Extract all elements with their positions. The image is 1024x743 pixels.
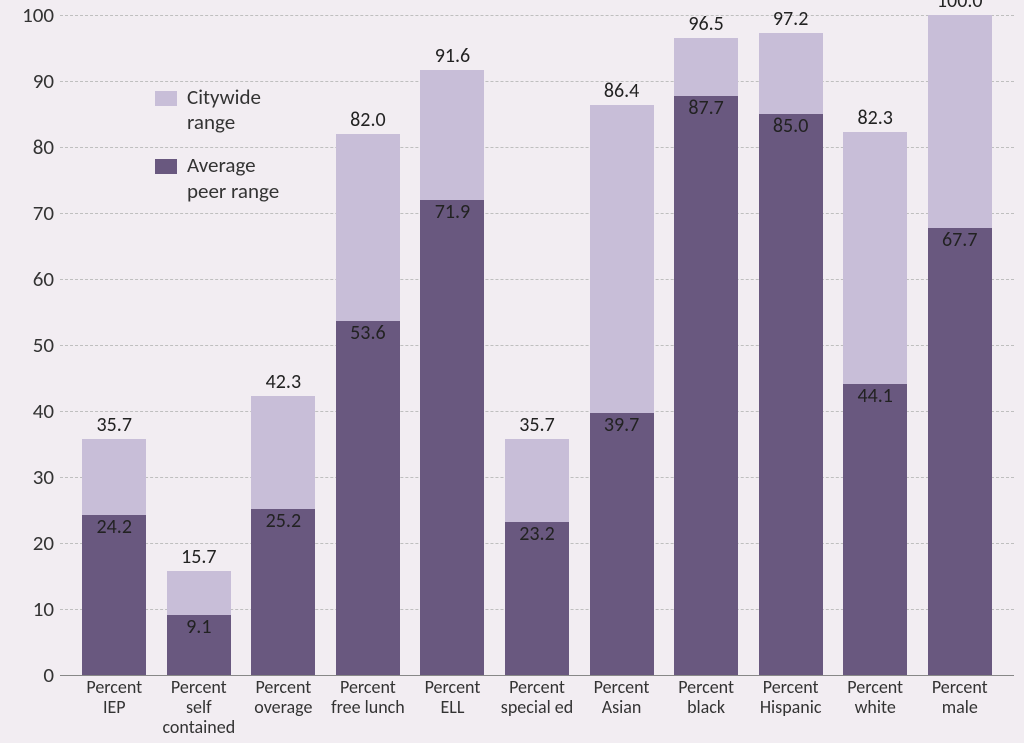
data-label-city: 100.0 [928,0,992,13]
y-tick-label: 30 [4,464,54,490]
bar-segment-citywide [590,105,654,413]
x-axis-label: Percent Hispanic [748,678,833,737]
data-label-city: 82.0 [336,108,400,132]
data-label-peer: 44.1 [843,384,907,408]
bar-segment-citywide [674,38,738,96]
data-label-peer: 53.6 [336,321,400,345]
legend-item-citywide: Citywide range [155,85,287,135]
bar-segment-peer [928,228,992,675]
bar-segment-peer [251,509,315,675]
bar-segment-citywide [843,132,907,384]
data-label-city: 86.4 [590,79,654,103]
data-label-peer: 9.1 [167,615,231,639]
bar: 35.7 23.2 [505,15,569,675]
x-axis-labels: Percent IEPPercent self containedPercent… [60,678,1014,737]
x-axis-label: Percent special ed [495,678,580,737]
data-label-city: 35.7 [505,413,569,437]
bar: 91.6 71.9 [420,15,484,675]
bar: 100.067.7 [928,15,992,675]
data-label-city: 82.3 [843,106,907,130]
data-label-city: 15.7 [167,545,231,569]
bar-segment-citywide [167,571,231,615]
x-axis-label: Percent black [664,678,749,737]
bar-group: 96.5 87.7 [664,15,749,675]
bar-group: 86.4 39.7 [579,15,664,675]
bar-segment-citywide [82,439,146,515]
y-tick-label: 40 [4,398,54,424]
data-label-peer: 39.7 [590,413,654,437]
bar-group: 100.067.7 [917,15,1002,675]
bar: 97.285.0 [759,15,823,675]
y-tick-label: 80 [4,134,54,160]
legend: Citywide range Average peer range [155,85,287,222]
data-label-peer: 85.0 [759,114,823,138]
bar-group: 35.7 24.2 [72,15,157,675]
bar: 86.4 39.7 [590,15,654,675]
data-label-peer: 25.2 [251,509,315,533]
x-axis-label: Percent free lunch [326,678,411,737]
bar-group: 35.7 23.2 [495,15,580,675]
legend-label-peer: Average peer range [187,153,287,203]
y-tick-label: 100 [4,2,54,28]
data-label-peer: 23.2 [505,522,569,546]
bar-group: 82.0 53.6 [326,15,411,675]
bar-segment-peer [843,384,907,675]
bar-segment-peer [674,96,738,675]
bar-group: 82.3 44.1 [833,15,918,675]
chart-container: 0 10 20 30 40 50 60 70 80 90 100 35.7 24.2 15.7 9.1 42… [0,0,1024,743]
bar: 96.5 87.7 [674,15,738,675]
y-tick-label: 50 [4,332,54,358]
bar-segment-peer [759,114,823,675]
bar-segment-citywide [928,15,992,228]
x-axis-label: Percent overage [241,678,326,737]
bar-segment-peer [420,200,484,675]
data-label-city: 97.2 [759,7,823,31]
data-label-peer: 87.7 [674,96,738,120]
legend-swatch-peer [155,159,177,174]
bar: 82.3 44.1 [843,15,907,675]
bar-segment-citywide [251,396,315,509]
bar-segment-citywide [420,70,484,200]
y-tick-label: 20 [4,530,54,556]
legend-item-peer: Average peer range [155,153,287,203]
data-label-peer: 67.7 [928,228,992,252]
y-tick-label: 10 [4,596,54,622]
bar-segment-peer [590,413,654,675]
x-axis-label: Percent white [833,678,918,737]
bar: 35.7 24.2 [82,15,146,675]
x-axis-label: Percent self contained [157,678,242,737]
bar-group: 91.6 71.9 [410,15,495,675]
bar-segment-citywide [336,134,400,321]
data-label-peer: 71.9 [420,200,484,224]
y-tick-label: 60 [4,266,54,292]
bar-segment-citywide [759,33,823,114]
bar: 82.0 53.6 [336,15,400,675]
x-axis-label: Percent ELL [410,678,495,737]
x-axis-label: Percent Asian [579,678,664,737]
data-label-city: 91.6 [420,44,484,68]
y-tick-label: 70 [4,200,54,226]
legend-label-city: Citywide range [187,85,287,135]
bar-segment-citywide [505,439,569,522]
legend-swatch-city [155,91,177,106]
data-label-city: 35.7 [82,413,146,437]
data-label-peer: 24.2 [82,515,146,539]
y-tick-label: 0 [4,662,54,688]
x-axis-label: Percent male [917,678,1002,737]
x-axis-label: Percent IEP [72,678,157,737]
bar-group: 97.285.0 [748,15,833,675]
y-tick-label: 90 [4,68,54,94]
bar-segment-peer [336,321,400,675]
data-label-city: 96.5 [674,12,738,36]
data-label-city: 42.3 [251,370,315,394]
